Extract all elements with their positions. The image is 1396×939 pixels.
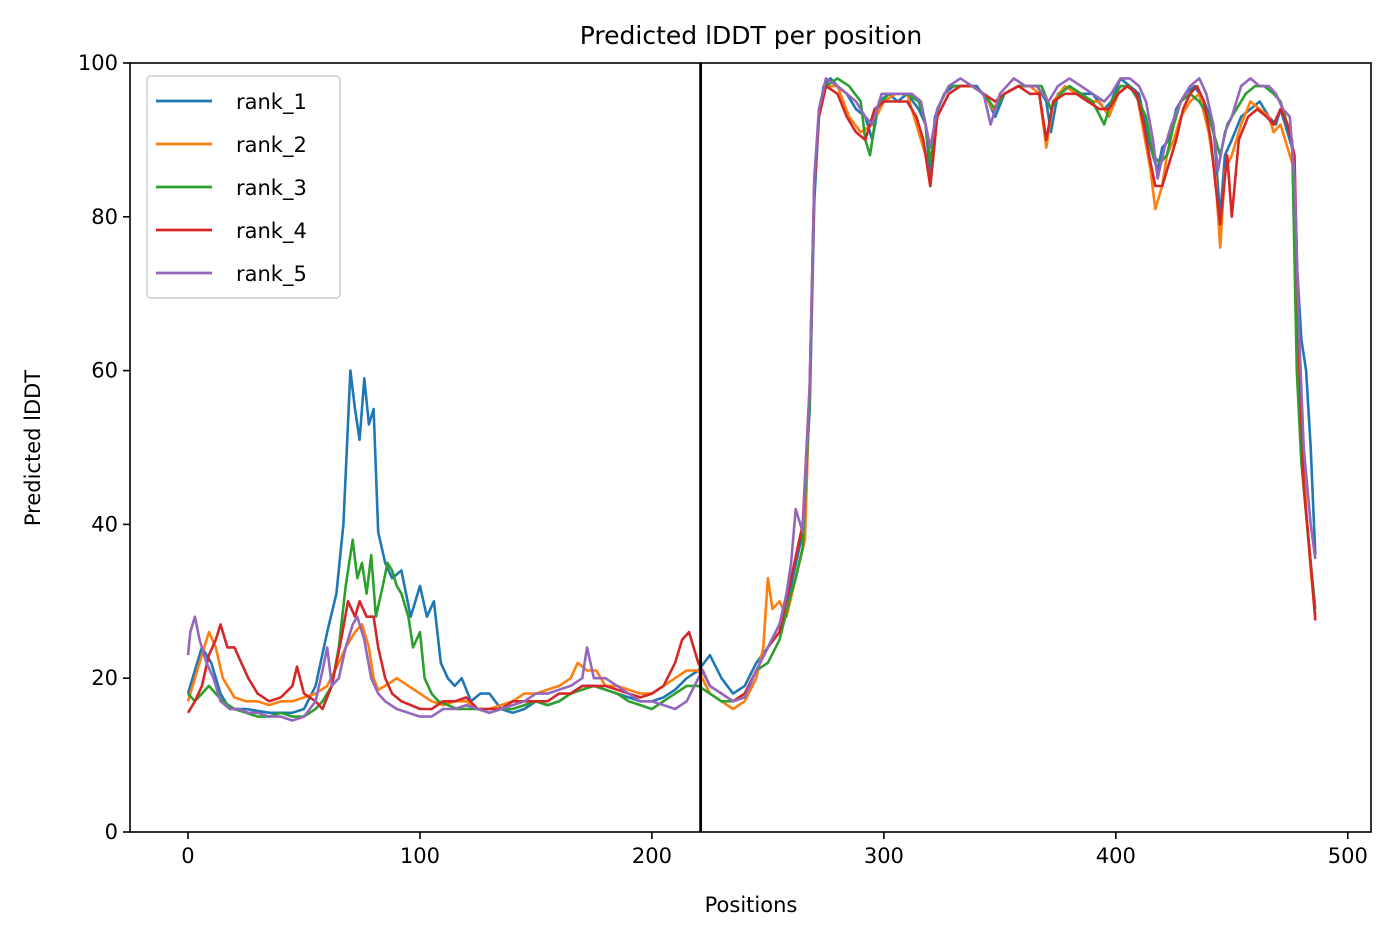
legend-label-rank_5: rank_5 — [236, 262, 307, 287]
x-tick-label: 200 — [632, 844, 672, 868]
x-tick-label: 400 — [1096, 844, 1136, 868]
x-tick-label: 0 — [181, 844, 194, 868]
series-layer — [186, 77, 1317, 722]
y-tick-label: 40 — [91, 512, 118, 536]
series-line-rank_5 — [186, 77, 1317, 722]
series-line-rank_3 — [187, 77, 1317, 718]
legend-box — [146, 75, 341, 299]
x-tick-label: 300 — [864, 844, 904, 868]
y-axis-label: Predicted lDDT — [21, 370, 45, 526]
y-tick-label: 80 — [91, 205, 118, 229]
plot-frame — [129, 62, 1372, 833]
legend-items: rank_1 rank_2 rank_3 rank_4 rank_5 — [156, 90, 307, 287]
legend-label-rank_2: rank_2 — [236, 133, 307, 158]
chart-title: Predicted lDDT per position — [580, 21, 922, 50]
legend: rank_1 rank_2 rank_3 rank_4 rank_5 — [146, 75, 341, 299]
x-axis-label: Positions — [705, 893, 798, 917]
y-ticks: 0 20 40 60 80 100 — [78, 51, 130, 844]
y-tick-label: 0 — [105, 820, 118, 844]
x-tick-label: 100 — [400, 844, 440, 868]
legend-label-rank_1: rank_1 — [236, 90, 307, 115]
y-tick-label: 60 — [91, 359, 118, 383]
y-tick-label: 100 — [78, 51, 118, 75]
series-line-rank_4 — [186, 84, 1317, 714]
x-ticks: 0 100 200 300 400 500 — [181, 832, 1368, 868]
legend-label-rank_4: rank_4 — [236, 219, 307, 244]
legend-label-rank_3: rank_3 — [236, 176, 307, 201]
x-tick-label: 500 — [1328, 844, 1368, 868]
y-tick-label: 20 — [91, 666, 118, 690]
